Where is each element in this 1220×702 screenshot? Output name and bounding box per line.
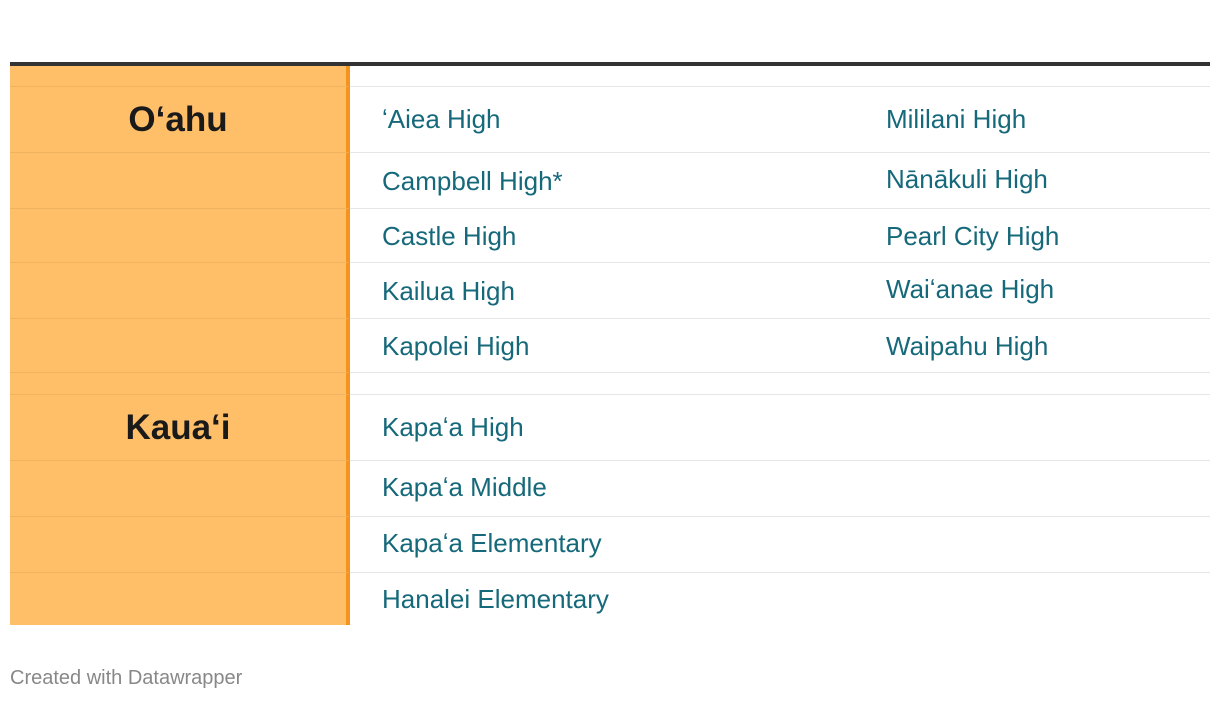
school-name: Kapaʻa High (382, 412, 524, 442)
school-name: Waiʻanae High (886, 274, 1055, 304)
table-row: Hanalei Elementary (10, 573, 1210, 625)
label-cell (10, 461, 350, 517)
school-name: Kapolei High (382, 331, 530, 361)
table-row: Kauaʻi Kapaʻa High (10, 395, 1210, 461)
table-row: Castle High Pearl City High (10, 209, 1210, 263)
school-name: Campbell High* (382, 166, 563, 196)
island-label-oahu: Oʻahu (10, 87, 350, 153)
spacer-row (10, 66, 1210, 87)
label-cell (10, 209, 350, 263)
table-row: Kapaʻa Middle (10, 461, 1210, 517)
school-name: ʻAiea High (382, 104, 501, 134)
label-cell (10, 263, 350, 319)
school-name: Castle High (382, 221, 517, 251)
label-cell (10, 66, 350, 87)
school-name: Nānākuli High (886, 164, 1048, 194)
table-row: Oʻahu ʻAiea High Mililani High (10, 87, 1210, 153)
school-name: Waipahu High (886, 331, 1049, 361)
label-cell (10, 153, 350, 209)
school-name: Kapaʻa Elementary (382, 528, 602, 558)
spacer-row (10, 373, 1210, 395)
school-name: Pearl City High (886, 221, 1060, 251)
school-name: Mililani High (886, 104, 1027, 134)
island-label-kauai: Kauaʻi (10, 395, 350, 461)
label-cell (10, 517, 350, 573)
school-name: Kapaʻa Middle (382, 472, 547, 502)
label-cell (10, 373, 350, 395)
school-name: Kailua High (382, 276, 515, 306)
table-row: Kapolei High Waipahu High (10, 319, 1210, 373)
datawrapper-credit: Created with Datawrapper (10, 667, 243, 689)
school-name: Hanalei Elementary (382, 584, 609, 614)
table-row: Campbell High* Nānākuli High (10, 153, 1210, 209)
table-row: Kapaʻa Elementary (10, 517, 1210, 573)
schools-table: Oʻahu ʻAiea High Mililani High Campbell … (10, 62, 1210, 625)
label-cell (10, 319, 350, 373)
label-cell (10, 573, 350, 625)
table-row: Kailua High Waiʻanae High (10, 263, 1210, 319)
